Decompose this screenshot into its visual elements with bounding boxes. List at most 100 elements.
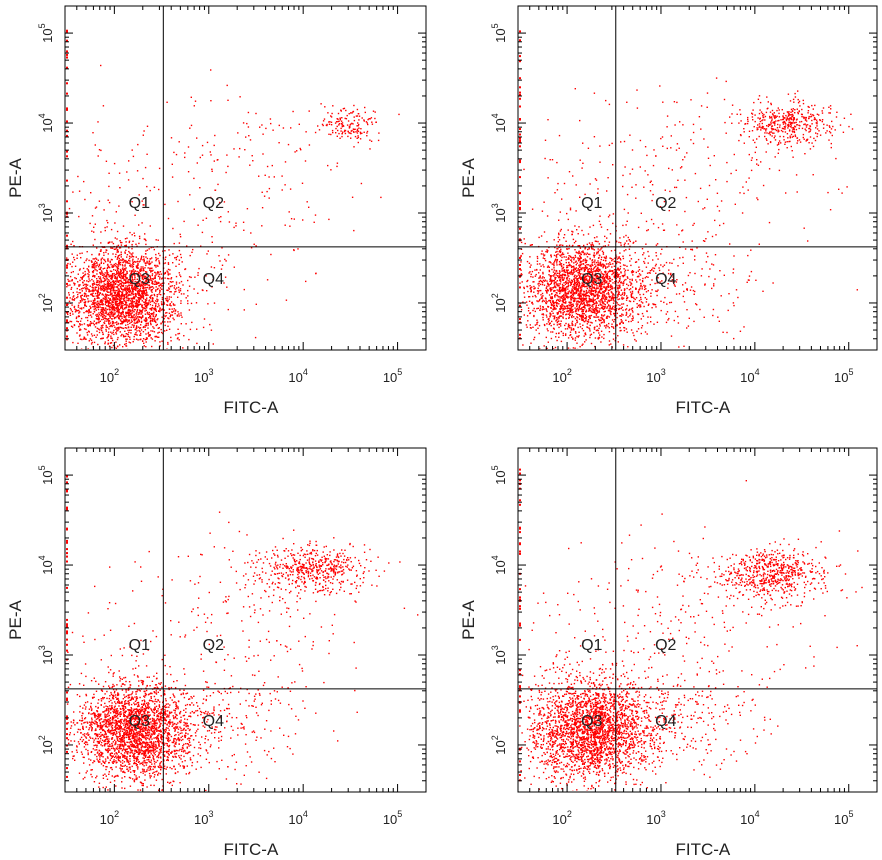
data-point <box>128 314 130 316</box>
data-point <box>122 294 124 296</box>
data-point <box>156 336 159 338</box>
data-point <box>112 266 114 268</box>
data-point <box>545 287 548 289</box>
data-point <box>196 162 198 164</box>
data-point <box>151 274 153 277</box>
data-point <box>637 292 640 294</box>
data-point <box>239 96 241 98</box>
data-point <box>568 244 571 247</box>
data-point <box>301 182 304 184</box>
data-point <box>570 299 573 301</box>
data-point <box>135 316 137 318</box>
data-point <box>603 281 605 283</box>
data-point <box>116 297 119 300</box>
data-point <box>76 297 78 299</box>
data-point <box>73 324 76 327</box>
data-point <box>536 257 539 260</box>
data-point <box>572 266 575 268</box>
data-point <box>129 231 131 234</box>
data-point <box>370 140 373 142</box>
data-point <box>83 295 86 297</box>
data-point <box>579 268 581 271</box>
data-point <box>145 271 147 273</box>
data-point <box>622 292 624 294</box>
data-point <box>126 272 128 275</box>
data-point <box>120 251 122 253</box>
data-point <box>605 277 608 279</box>
data-point <box>92 313 94 315</box>
data-point <box>122 288 124 291</box>
data-point <box>79 289 81 291</box>
data-point <box>110 228 113 231</box>
data-point <box>553 263 555 266</box>
data-point <box>100 261 103 263</box>
data-point <box>595 302 597 304</box>
data-point <box>138 261 140 263</box>
data-point <box>371 121 373 123</box>
data-point <box>335 127 337 130</box>
data-point <box>133 297 136 300</box>
data-point <box>568 312 571 314</box>
data-point <box>597 291 599 293</box>
data-point <box>90 322 93 324</box>
data-point <box>188 276 191 278</box>
data-point <box>553 239 555 241</box>
data-point <box>69 297 71 299</box>
data-point <box>97 306 100 309</box>
data-point <box>66 338 68 341</box>
data-point <box>567 257 570 259</box>
data-point <box>598 332 600 334</box>
data-point <box>85 259 87 262</box>
data-point <box>87 348 89 349</box>
data-point <box>555 283 557 285</box>
data-point <box>251 155 253 157</box>
data-point <box>596 274 598 277</box>
data-point <box>339 117 341 119</box>
data-point <box>91 230 93 232</box>
data-point <box>607 299 609 301</box>
data-point <box>76 254 78 256</box>
data-point <box>131 277 133 279</box>
data-point <box>322 124 324 127</box>
data-point <box>591 282 594 284</box>
data-point <box>142 283 145 285</box>
data-point <box>129 338 131 340</box>
data-point <box>563 282 565 284</box>
data-point <box>348 127 351 129</box>
data-point <box>140 311 142 313</box>
data-point <box>357 113 360 115</box>
data-point <box>95 295 97 297</box>
data-point <box>589 270 591 273</box>
data-point <box>107 272 109 274</box>
data-point <box>90 290 92 292</box>
data-point <box>533 307 535 310</box>
data-point <box>589 328 591 330</box>
data-point <box>74 311 77 313</box>
data-point <box>537 283 539 285</box>
data-point <box>533 285 535 288</box>
data-point <box>66 244 68 247</box>
data-point <box>132 261 135 263</box>
data-point <box>604 297 606 300</box>
data-point <box>161 303 163 306</box>
data-point <box>124 279 126 281</box>
data-point <box>563 301 565 304</box>
data-point <box>120 287 122 289</box>
data-point <box>169 269 171 271</box>
data-point <box>69 312 71 314</box>
data-point <box>119 261 122 264</box>
data-point <box>138 292 140 295</box>
data-point <box>125 305 127 307</box>
data-point <box>582 281 585 283</box>
data-point <box>549 296 552 298</box>
data-point <box>151 270 153 272</box>
data-point <box>132 256 135 258</box>
data-point <box>537 300 539 303</box>
data-point <box>159 341 161 343</box>
data-point <box>576 300 578 302</box>
data-point <box>255 112 257 115</box>
data-point <box>133 317 136 319</box>
data-point <box>97 289 99 291</box>
data-point <box>96 318 99 320</box>
data-point <box>580 295 582 297</box>
